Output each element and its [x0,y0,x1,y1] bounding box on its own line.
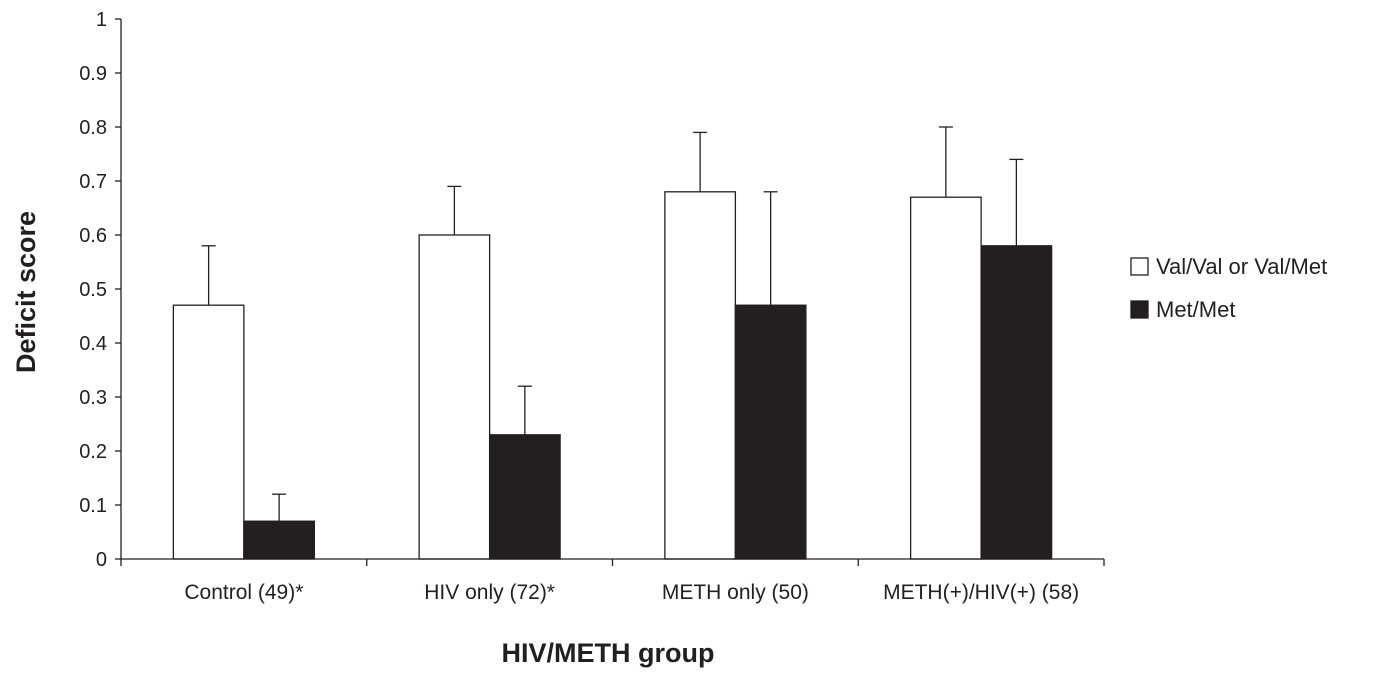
legend-swatch [1130,257,1149,276]
legend: Val/Val or Val/Met Met/Met [1130,254,1327,322]
y-tick-label: 0.8 [79,117,107,139]
y-tick-label: 0.6 [79,225,107,247]
bar-met-met [243,520,316,560]
y-tick-label: 0.5 [79,279,107,301]
bar-val-val-or-val-met [418,234,491,560]
y-tick-label: 0.7 [79,171,107,193]
x-axis-title: HIV/METH group [502,638,715,668]
y-tick-label: 1 [96,9,107,31]
error-bars-layer [201,126,1024,522]
bar-val-val-or-val-met [172,304,245,560]
y-tick-label: 0.3 [79,387,107,409]
bar-met-met [734,304,807,560]
x-tick-label: METH only (50) [662,581,809,604]
bar-val-val-or-val-met [909,196,982,560]
bar-val-val-or-val-met [664,191,737,560]
y-tick-label: 0.2 [79,441,107,463]
y-axis-title: Deficit score [11,211,41,373]
y-tick-label: 0.4 [79,333,107,355]
y-tick-label: 0 [96,549,107,571]
x-ticks: Control (49)* HIV only (72)* METH only (50… [120,559,1105,604]
bar-met-met [488,434,561,560]
y-tick-label: 0.1 [79,495,107,517]
x-tick-label: Control (49)* [184,581,303,604]
bar-met-met [980,245,1053,560]
x-tick-label: HIV only (72)* [424,581,555,604]
y-ticks: 0 0.1 0.2 0.3 0.4 0.5 0.6 0.7 0.8 0.9 1 [79,9,121,571]
legend-label: Met/Met [1156,297,1235,322]
bars-layer [172,191,1053,560]
x-tick-label: METH(+)/HIV(+) (58) [883,581,1079,604]
legend-swatch [1130,300,1149,319]
y-tick-label: 0.9 [79,63,107,85]
legend-label: Val/Val or Val/Met [1156,254,1327,279]
